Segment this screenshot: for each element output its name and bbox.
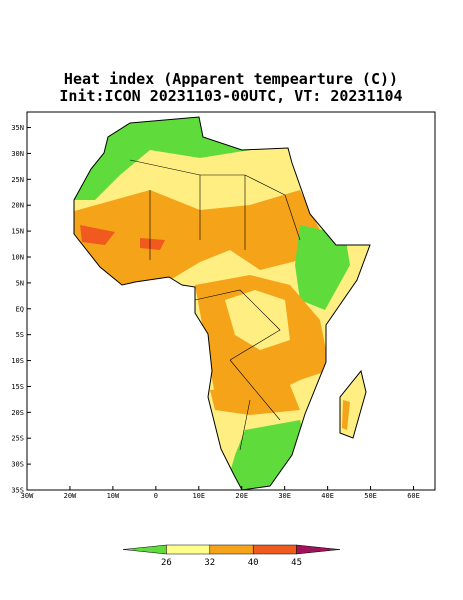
lat-tick-label: 20S (11, 409, 24, 417)
colorbar: 26 32 40 45 (122, 544, 341, 568)
colorbar-segment (209, 544, 254, 555)
lon-tick-label: 20W (64, 492, 77, 500)
lat-tick-label: 5N (16, 279, 24, 287)
colorbar-label: 45 (291, 558, 302, 568)
lon-tick-label: 0 (154, 492, 158, 500)
colorbar-segment (166, 544, 211, 555)
lat-tick-label: 15S (11, 383, 24, 391)
lon-tick-label: 10E (192, 492, 205, 500)
lon-tick-label: 30W (21, 492, 34, 500)
lon-tick-label: 10W (107, 492, 120, 500)
colorbar-segment (252, 544, 297, 555)
lat-tick-label: 35S (11, 487, 24, 495)
lat-tick-label: 35N (11, 124, 24, 132)
lon-tick-label: 20E (235, 492, 248, 500)
map-subtitle: Init:ICON 20231103-00UTC, VT: 20231104 (59, 87, 402, 105)
lat-tick-label: EQ (16, 305, 24, 313)
lat-tick-label: 15N (11, 228, 24, 236)
lat-tick-label: 10S (11, 357, 24, 365)
lat-tick-label: 20N (11, 202, 24, 210)
lon-tick-label: 40E (321, 492, 334, 500)
lat-tick-label: 30N (11, 150, 24, 158)
lon-tick-label: 30E (278, 492, 291, 500)
madagascar-field (342, 400, 350, 430)
colorbar-label: 32 (204, 558, 215, 568)
lat-tick-label: 10N (11, 253, 24, 261)
colorbar-end (296, 544, 341, 555)
colorbar-label: 40 (248, 558, 259, 568)
lat-tick-label: 25S (11, 435, 24, 443)
country-borders (129, 159, 301, 451)
colorbar-end (122, 544, 167, 555)
lat-tick-label: 30S (11, 461, 24, 469)
lat-tick-label: 5S (16, 331, 24, 339)
colorbar-label: 26 (161, 558, 172, 568)
lon-tick-label: 60E (407, 492, 420, 500)
map-ticks: 30W 20W 10W 0 10E 20E 30E 40E 50E 60E 35N 30N 25N 20N… (11, 124, 420, 500)
map-title: Heat index (Apparent tempearture (C)) (64, 70, 398, 88)
lat-tick-label: 25N (11, 176, 24, 184)
lon-tick-label: 50E (364, 492, 377, 500)
africa-coastline (73, 116, 371, 491)
